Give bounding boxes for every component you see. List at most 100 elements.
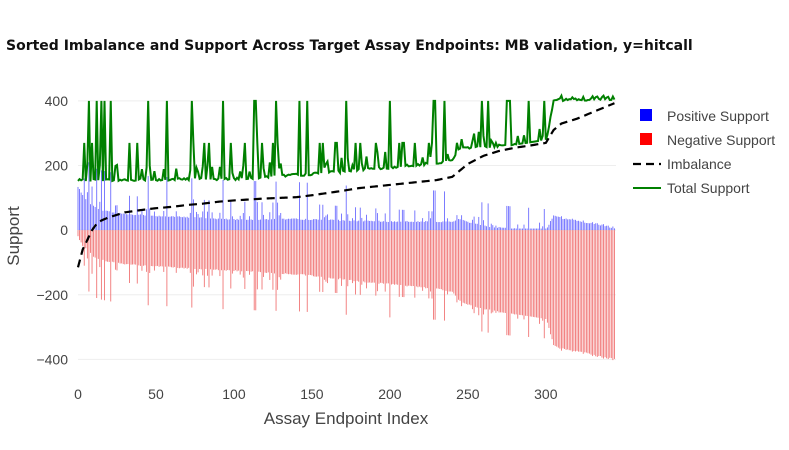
y-tick-label: 400 [45,93,69,109]
positive-support-bar [465,221,467,231]
positive-support-bar [185,217,187,231]
legend-swatch [640,109,652,121]
positive-support-bar [593,224,595,231]
positive-support-bar [398,209,400,231]
positive-support-bar [428,211,430,231]
negative-support-bar [316,230,318,277]
positive-support-bar [529,228,531,231]
negative-support-bar [348,230,350,280]
positive-support-bar [144,215,146,231]
positive-support-bar [565,218,567,231]
negative-support-bar [476,230,478,308]
positive-support-bar [239,215,241,231]
positive-support-bar [192,199,194,231]
positive-support-bar [325,215,327,231]
negative-support-bar [472,230,473,310]
legend-item[interactable]: Negative Support [640,132,775,148]
negative-support-bar [592,230,594,357]
negative-support-bar [110,230,112,302]
negative-support-bar [231,230,233,274]
negative-support-bar [462,230,464,303]
positive-support-bar [525,228,526,231]
positive-support-bar [422,218,424,231]
positive-support-bar [342,220,344,231]
positive-support-bar [439,222,441,231]
negative-support-bar [96,230,98,298]
positive-support-bar [303,219,305,231]
negative-support-bar [336,230,338,294]
positive-support-bar [269,212,271,231]
negative-support-bar [291,230,293,275]
negative-support-bar [522,230,523,316]
positive-support-bar [523,224,525,231]
negative-support-bar [141,230,143,271]
negative-support-bar [614,230,615,359]
negative-support-bar [79,230,80,241]
negative-support-bar [124,230,126,265]
negative-support-bar [417,230,419,288]
positive-support-bar [334,205,336,231]
positive-support-bar [221,218,222,231]
negative-support-bar [283,230,285,275]
negative-support-bar [504,230,506,313]
negative-support-bar [322,230,324,293]
y-axis-ticks: 400 200 0 −200 −400 [36,93,68,367]
positive-support-bar [347,214,349,231]
positive-support-bar [261,202,263,231]
positive-support-bar [464,220,466,231]
positive-support-bar [316,219,318,231]
negative-support-bar [356,230,358,281]
y-tick-label: −400 [36,351,68,367]
positive-support-bar [250,219,252,231]
negative-support-bar [289,230,291,275]
negative-support-bar [559,230,561,349]
negative-support-bar [256,230,258,290]
negative-support-bar [473,230,475,314]
positive-support-bar [94,207,96,231]
positive-support-bar [411,221,413,231]
positive-support-bar [169,216,171,231]
negative-support-bar [333,230,335,279]
legend-item[interactable]: Positive Support [640,108,769,124]
positive-support-bar [327,214,328,231]
negative-support-bar [295,230,297,275]
positive-support-bar [283,218,285,231]
negative-support-bar [459,230,461,301]
positive-support-bar [288,218,289,231]
negative-support-bar [352,230,353,284]
positive-support-bar [534,228,536,231]
negative-support-bar [397,230,399,285]
positive-support-bar [406,220,408,231]
negative-support-bar [450,230,452,292]
negative-support-bar [169,230,171,267]
positive-support-bar [448,221,450,231]
negative-support-bar [593,230,595,355]
positive-support-bar [129,195,130,231]
negative-support-bar [227,230,229,270]
positive-support-bar [91,186,93,231]
legend-item[interactable]: Total Support [633,180,750,196]
negative-support-bar [428,230,430,299]
positive-support-bar [333,219,335,231]
negative-support-bar [247,230,249,272]
negative-support-bar [319,230,321,292]
legend-item[interactable]: Imbalance [633,156,732,172]
positive-support-bar [138,214,140,231]
positive-support-bar [330,219,332,231]
positive-support-bar [289,218,291,231]
negative-support-bar [398,230,400,297]
negative-support-bar [334,230,336,293]
positive-support-bar [255,181,257,231]
positive-support-bar [275,181,277,231]
negative-support-bar [514,230,516,315]
positive-support-bar [147,176,149,231]
positive-support-bar [417,221,419,231]
positive-support-bar [546,227,548,231]
positive-support-bar [88,162,90,231]
positive-support-bar [217,218,219,231]
positive-support-bar [498,226,500,231]
negative-support-bar [129,230,130,283]
positive-support-bar [484,225,486,231]
negative-support-bar [200,230,202,270]
